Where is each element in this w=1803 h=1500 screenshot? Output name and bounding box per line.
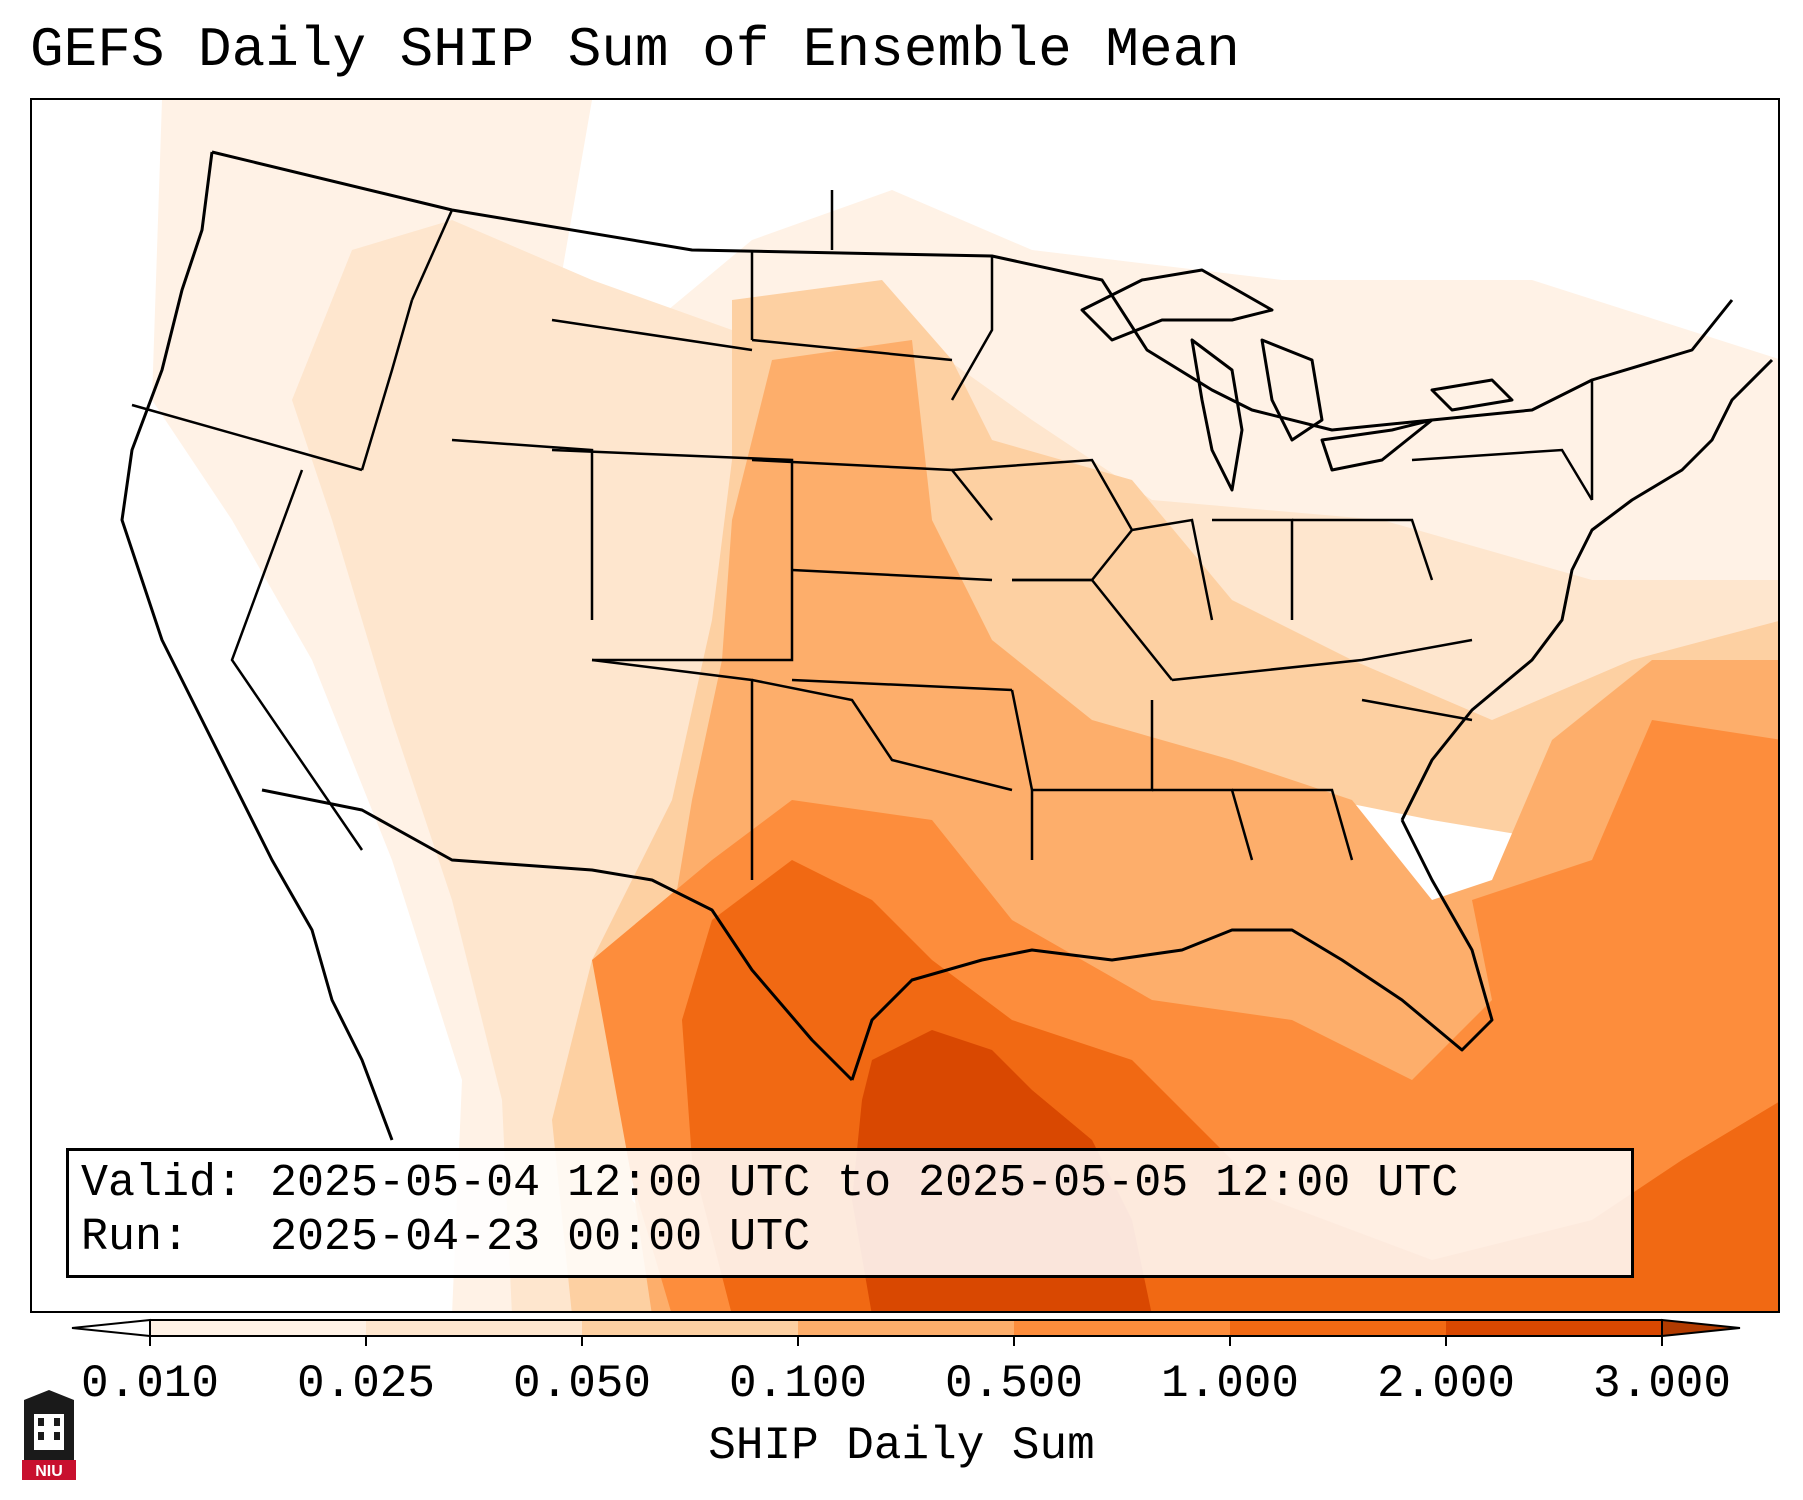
valid-value: 2025-05-04 12:00 UTC to 2025-05-05 12:00… [270, 1158, 1459, 1209]
id-border [360, 299, 414, 471]
colorbar-segment [366, 1320, 583, 1336]
colorbar-label: SHIP Daily Sum [708, 1420, 1095, 1472]
colorbar-tick-label: 0.010 [80, 1358, 220, 1410]
state-borders [131, 190, 1594, 880]
tn-nc-border [1171, 638, 1473, 682]
il-border [1131, 518, 1214, 621]
colorbar-segment [150, 1320, 367, 1336]
colorbar-segment [582, 1320, 799, 1336]
run-label: Run: [81, 1212, 190, 1263]
colorbar [0, 1312, 1803, 1422]
colorbar-tick-label: 0.025 [296, 1358, 436, 1410]
colorbar-extend-over [1661, 1318, 1741, 1338]
wa-id-border [410, 209, 454, 301]
colorbar-tick-label: 0.050 [512, 1358, 652, 1410]
map-panel [30, 98, 1780, 1313]
oh-pa-border [1292, 518, 1434, 581]
run-value: 2025-04-23 00:00 UTC [270, 1212, 811, 1263]
nd-mn-border [950, 256, 994, 401]
lake-erie [1320, 418, 1434, 472]
lake-ontario [1430, 378, 1514, 412]
ship-shading [152, 100, 1778, 1311]
colorbar-segment [1446, 1320, 1663, 1336]
colorbar-tick-label: 0.100 [728, 1358, 868, 1410]
or-ca-border [131, 403, 363, 472]
gulf-coast [850, 819, 1494, 1081]
colorbar-scale [71, 1318, 1741, 1346]
mexico-border [261, 788, 854, 1082]
canada-border [211, 150, 1734, 432]
west-coast [120, 151, 394, 1141]
lake-superior [1080, 268, 1274, 342]
map-canvas [120, 100, 1778, 1311]
shading-light [292, 220, 1778, 1311]
ne-ks-border [791, 568, 993, 582]
lake-michigan [1190, 338, 1244, 492]
ut-border [451, 438, 594, 620]
colorbar-segment [1230, 1320, 1447, 1336]
co-border [551, 448, 794, 662]
colorbar-tick-label: 2.000 [1376, 1358, 1516, 1410]
colorbar-tick-label: 3.000 [1592, 1358, 1732, 1410]
colorbar-tick-label: 1.000 [1160, 1358, 1300, 1410]
niu-logo-graphic: NIU [22, 1390, 76, 1480]
colorbar-segment [1014, 1320, 1231, 1336]
nv-border [230, 469, 364, 851]
colorbar-frame [149, 1319, 1663, 1337]
sc-border [1361, 698, 1473, 722]
valid-label: Valid: [81, 1158, 244, 1209]
nd-sd-border [751, 338, 953, 362]
mt-wy-border [551, 318, 753, 352]
mo-border [1012, 578, 1173, 681]
colorbar-extend-under [71, 1318, 151, 1338]
niu-logo: NIU [20, 1388, 78, 1482]
colorbar-tick-label: 0.500 [944, 1358, 1084, 1410]
ks-ok-border [791, 678, 1013, 692]
ga-border [1232, 788, 1354, 861]
map-title: GEFS Daily SHIP Sum of Ensemble Mean [30, 18, 1240, 82]
ok-tx-border [751, 678, 1013, 792]
valid-run-info-box: Valid: 2025-05-04 12:00 UTC to 2025-05-0… [66, 1148, 1634, 1278]
colorbar-segment [798, 1320, 1015, 1336]
lake-huron [1260, 338, 1324, 442]
logo-text: NIU [35, 1463, 63, 1480]
pa-ny-border [1411, 448, 1594, 501]
